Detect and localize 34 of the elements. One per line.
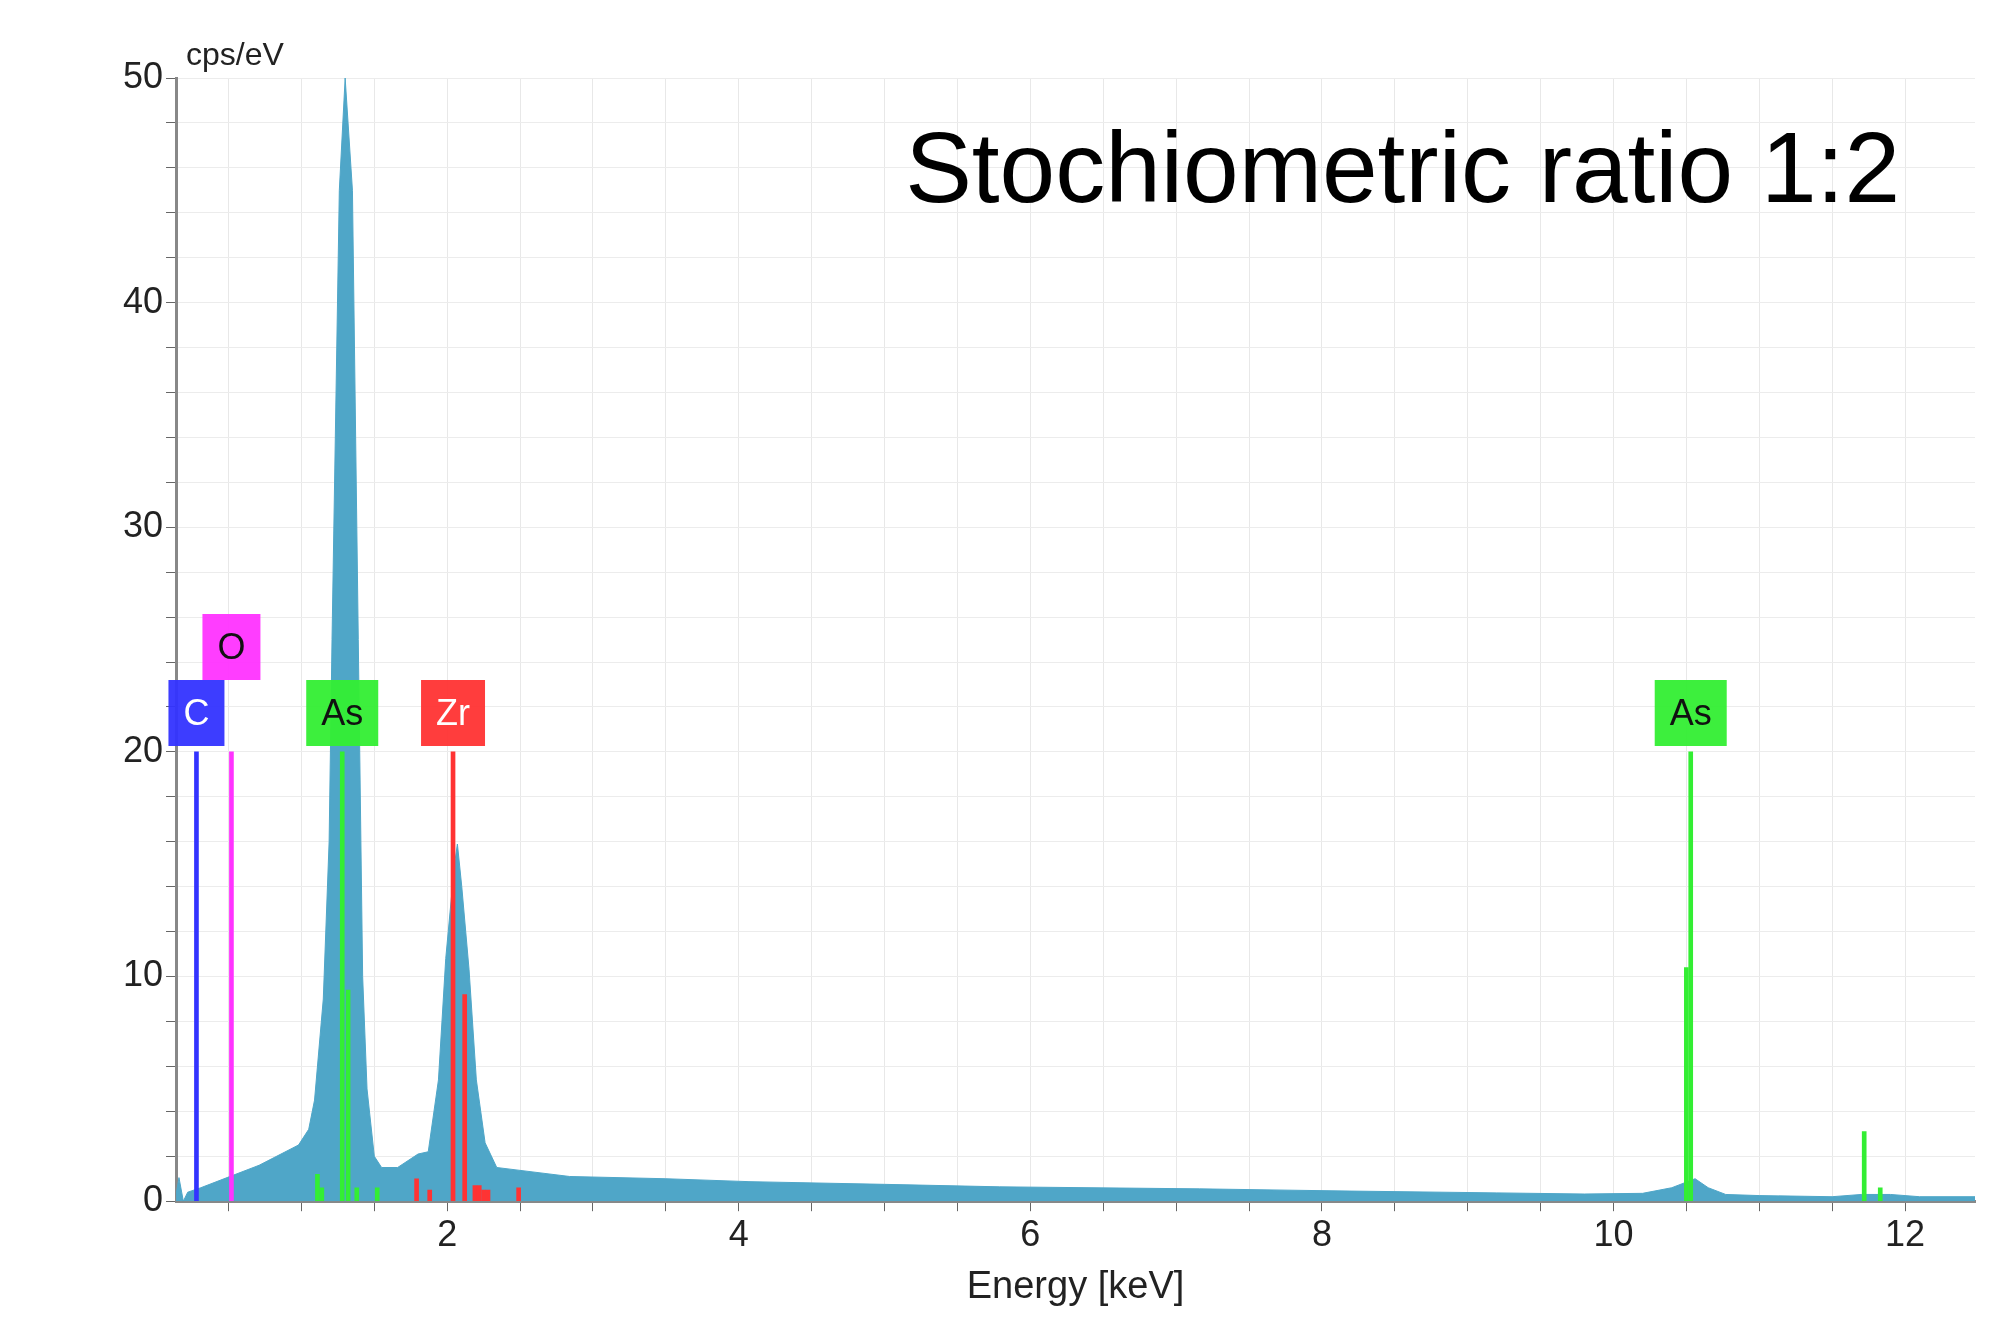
x-tick-label: 12 [1885, 1212, 1926, 1254]
bar [354, 1187, 360, 1202]
annotation: As [321, 691, 364, 733]
annotation: C [183, 691, 210, 733]
bar [374, 1187, 380, 1202]
y-tick-label: 40 [123, 279, 164, 321]
bar [315, 1173, 320, 1202]
bar [462, 994, 468, 1202]
bar [427, 1189, 433, 1202]
annotation: O [217, 625, 246, 667]
bar [481, 1189, 486, 1202]
bar [229, 751, 234, 1202]
chart-title: Stochiometric ratio 1:2 [905, 110, 1900, 223]
y-tick-label: 30 [123, 504, 164, 546]
x-axis-title: Energy [keV] [966, 1263, 1185, 1306]
x-tick-label: 8 [1311, 1212, 1332, 1254]
y-axis-title: cps/eV [186, 35, 285, 72]
bar [414, 1178, 419, 1202]
y-tick-label: 10 [123, 953, 164, 995]
y-tick-label: 20 [123, 728, 164, 770]
y-tick-label: 0 [143, 1178, 164, 1220]
bar [1688, 751, 1694, 1202]
bar [516, 1187, 521, 1202]
y-tick-label: 50 [123, 54, 164, 96]
x-tick-label: 2 [437, 1212, 458, 1254]
annotation: Zr [436, 691, 471, 733]
x-tick-label: 6 [1020, 1212, 1041, 1254]
bar [476, 1185, 482, 1202]
bar [194, 751, 199, 1202]
x-tick-label: 4 [728, 1212, 749, 1254]
bar [1877, 1187, 1883, 1202]
annotation: As [1669, 691, 1712, 733]
x-tick-label: 10 [1593, 1212, 1634, 1254]
bar [1861, 1131, 1867, 1202]
